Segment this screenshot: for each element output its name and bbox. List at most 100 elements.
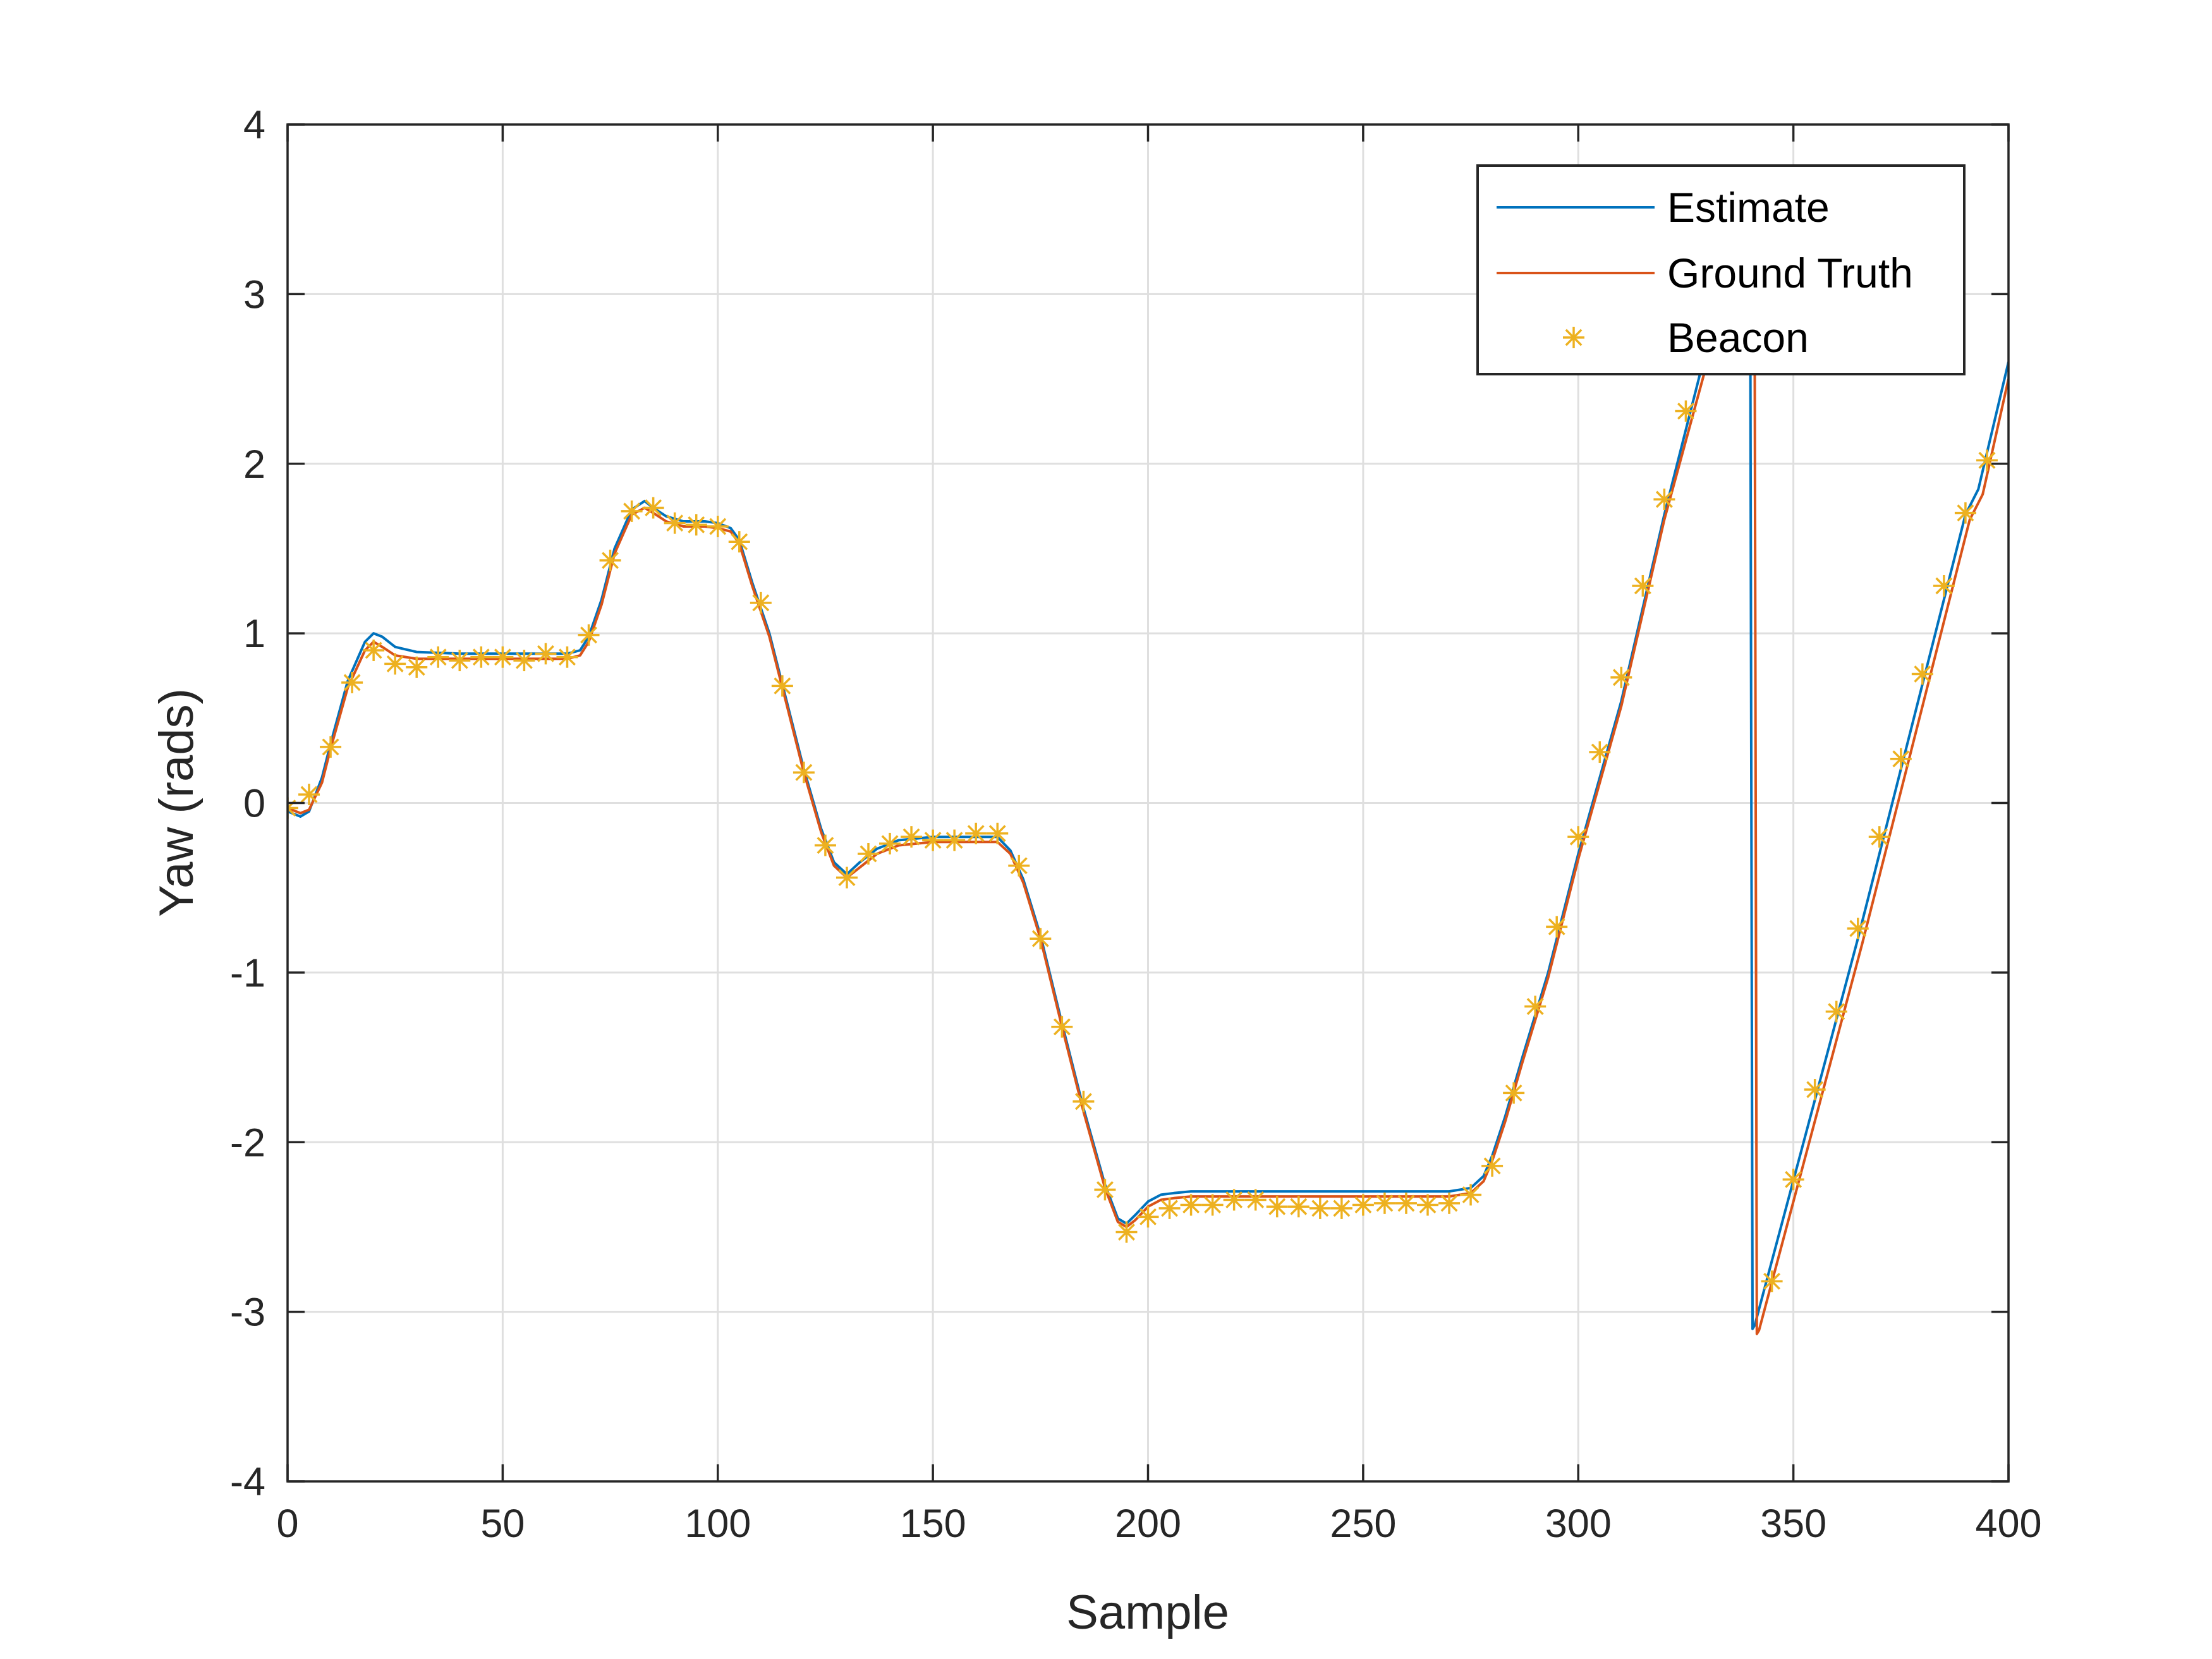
beacon-marker bbox=[1438, 1192, 1461, 1214]
beacon-marker bbox=[1416, 1194, 1438, 1216]
beacon-marker bbox=[298, 784, 320, 806]
x-tick-label: 50 bbox=[480, 1502, 525, 1546]
beacon-marker bbox=[1567, 826, 1589, 848]
beacon-marker bbox=[341, 671, 363, 693]
beacon-marker bbox=[1782, 1169, 1804, 1191]
y-tick-label: 4 bbox=[243, 103, 265, 147]
beacon-marker bbox=[814, 834, 836, 856]
beacon-marker bbox=[836, 866, 858, 889]
beacon-marker bbox=[449, 650, 471, 672]
x-tick-label: 300 bbox=[1545, 1502, 1612, 1546]
beacon-marker bbox=[1503, 1082, 1525, 1104]
beacon-marker bbox=[922, 829, 944, 851]
x-tick-label: 0 bbox=[276, 1502, 298, 1546]
beacon-marker bbox=[1825, 1000, 1847, 1023]
beacon-marker bbox=[535, 643, 557, 665]
beacon-marker bbox=[1094, 1179, 1116, 1201]
beacon-marker bbox=[1761, 1270, 1783, 1292]
beacon-marker bbox=[1632, 574, 1654, 597]
estimate-legend-label: Estimate bbox=[1667, 184, 1830, 231]
beacon-marker bbox=[1330, 1197, 1352, 1219]
beacon-marker bbox=[470, 646, 492, 668]
beacon-marker bbox=[1933, 574, 1955, 597]
beacon-marker bbox=[1847, 918, 1869, 940]
beacon-marker bbox=[1137, 1206, 1159, 1228]
beacon-marker bbox=[1030, 928, 1052, 950]
beacon-marker bbox=[664, 512, 686, 534]
ground-truth-legend-label: Ground Truth bbox=[1667, 250, 1913, 296]
beacon-marker bbox=[1546, 916, 1568, 938]
beacon-marker bbox=[879, 832, 901, 854]
x-axis-label: Sample bbox=[1066, 1586, 1229, 1639]
beacon-marker bbox=[406, 656, 428, 678]
beacon-marker bbox=[901, 826, 923, 848]
beacon-marker bbox=[1460, 1184, 1482, 1206]
beacon-marker bbox=[1954, 502, 1976, 524]
beacon-marker bbox=[1352, 1194, 1374, 1216]
y-tick-label: 0 bbox=[243, 782, 265, 826]
x-tick-label: 250 bbox=[1330, 1502, 1396, 1546]
x-tick-label: 150 bbox=[900, 1502, 966, 1546]
beacon-marker bbox=[1201, 1194, 1224, 1216]
axis-ticks: 0 50 100 150 200 250 300 350 400 -4 -3 -2 -1 0 1 2 3 4 bbox=[230, 103, 2042, 1546]
beacon-marker bbox=[1287, 1196, 1310, 1218]
beacon-marker bbox=[513, 650, 535, 672]
beacon-marker bbox=[1589, 741, 1611, 763]
beacon-marker bbox=[1610, 666, 1632, 688]
beacon-marker bbox=[599, 549, 621, 571]
beacon-marker bbox=[1073, 1090, 1095, 1112]
beacon-marker bbox=[1653, 489, 1675, 511]
beacon-marker bbox=[363, 639, 385, 661]
beacon-marker bbox=[384, 653, 406, 675]
beacon-marker bbox=[1804, 1079, 1826, 1101]
beacon-marker bbox=[728, 531, 750, 553]
y-tick-label: -1 bbox=[230, 951, 265, 995]
beacon-legend-swatch bbox=[1563, 327, 1584, 348]
beacon-marker bbox=[427, 646, 449, 668]
y-tick-label: -4 bbox=[230, 1460, 265, 1504]
beacon-marker bbox=[1223, 1189, 1245, 1211]
beacon-marker bbox=[320, 736, 342, 758]
beacon-marker bbox=[1115, 1221, 1138, 1243]
y-tick-label: 3 bbox=[243, 272, 265, 317]
beacon-marker bbox=[1051, 1016, 1073, 1038]
beacon-marker bbox=[1481, 1155, 1504, 1177]
y-axis-label: Yaw (rads) bbox=[150, 688, 204, 917]
beacon-marker bbox=[987, 822, 1009, 844]
y-tick-label: 2 bbox=[243, 442, 265, 487]
beacon-marker bbox=[944, 829, 966, 851]
beacon-marker bbox=[1395, 1192, 1417, 1214]
beacon-marker bbox=[642, 497, 664, 519]
x-tick-label: 350 bbox=[1760, 1502, 1826, 1546]
beacon-marker bbox=[771, 675, 793, 697]
beacon-marker bbox=[685, 514, 707, 536]
beacon-marker bbox=[965, 822, 987, 844]
y-tick-label: -3 bbox=[230, 1291, 265, 1335]
beacon-marker bbox=[1008, 854, 1030, 877]
beacon-marker bbox=[1158, 1197, 1181, 1219]
beacon-marker bbox=[707, 516, 729, 538]
ground-truth-series-line bbox=[288, 335, 2008, 1335]
beacon-marker bbox=[1911, 663, 1933, 685]
beacon-marker bbox=[793, 762, 815, 784]
beacon-marker bbox=[1675, 400, 1697, 422]
beacon-marker bbox=[556, 646, 578, 668]
beacon-marker bbox=[858, 843, 880, 865]
legend-box bbox=[1476, 164, 1966, 375]
beacon-legend-label: Beacon bbox=[1667, 314, 1809, 361]
beacon-marker bbox=[1868, 826, 1890, 848]
beacon-marker bbox=[1524, 995, 1547, 1018]
beacon-marker bbox=[1976, 449, 1998, 471]
beacon-marker bbox=[1266, 1196, 1288, 1218]
beacon-marker bbox=[1373, 1192, 1395, 1214]
x-tick-label: 200 bbox=[1115, 1502, 1181, 1546]
x-tick-label: 400 bbox=[1975, 1502, 2041, 1546]
beacon-marker bbox=[750, 592, 772, 614]
beacon-marker bbox=[1180, 1194, 1202, 1216]
beacon-marker bbox=[492, 646, 514, 668]
x-tick-label: 100 bbox=[684, 1502, 751, 1546]
beacon-marker bbox=[1309, 1197, 1331, 1219]
beacon-marker bbox=[621, 500, 643, 522]
legend: Estimate Ground Truth Beacon bbox=[1476, 164, 1966, 375]
